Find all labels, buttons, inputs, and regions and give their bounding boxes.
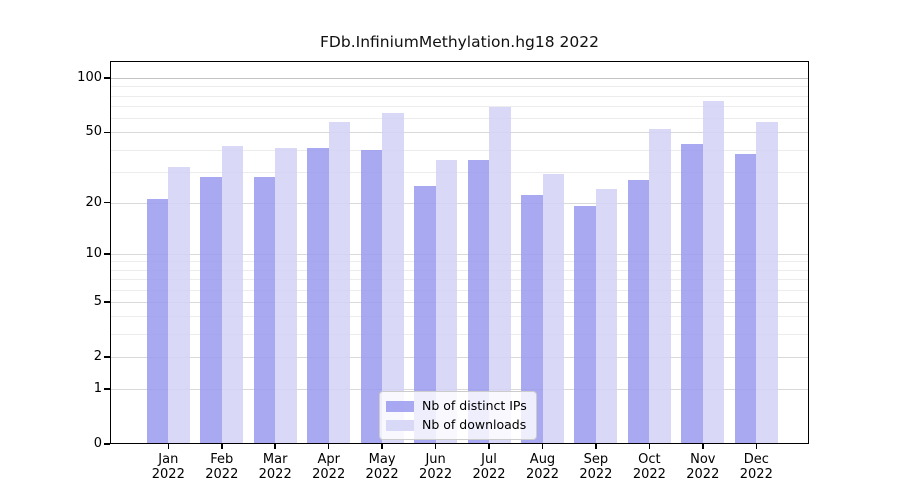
- y-tick-mark: [104, 131, 110, 133]
- major-gridline: [110, 253, 809, 255]
- x-tick-label: Mar 2022: [258, 452, 292, 482]
- y-tick-label: 1: [93, 381, 102, 396]
- minor-gridline: [110, 106, 809, 107]
- y-tick-label: 10: [85, 245, 102, 261]
- x-tick-mark: [702, 444, 704, 449]
- bar-distinct-ips-jul: [467, 159, 489, 444]
- minor-gridline: [110, 261, 809, 263]
- legend-label-distinct-ips: Nb of distinct IPs: [422, 398, 527, 413]
- x-tick-label: Jan 2022: [151, 452, 185, 482]
- x-tick-mark: [434, 444, 437, 449]
- bar-distinct-ips-jun: [414, 185, 436, 444]
- minor-gridline: [110, 289, 809, 291]
- bar-distinct-ips-dec: [734, 153, 757, 444]
- bar-downloads-feb: [221, 145, 244, 444]
- x-tick-label: Jul 2022: [472, 452, 506, 482]
- y-tick-label: 2: [93, 348, 102, 364]
- x-tick-label: Dec 2022: [739, 452, 773, 482]
- minor-gridline: [110, 118, 809, 119]
- major-gridline: [110, 132, 809, 134]
- y-tick-mark: [104, 77, 110, 79]
- bar-distinct-ips-jan: [146, 198, 169, 444]
- x-tick-mark: [274, 444, 276, 449]
- y-tick-mark: [104, 443, 110, 445]
- x-tick-label: Feb 2022: [205, 452, 239, 482]
- minor-gridline: [110, 149, 809, 151]
- minor-gridline: [110, 279, 809, 281]
- minor-gridline: [110, 269, 809, 271]
- minor-gridline: [110, 95, 809, 97]
- plot-area: 100 50 20 10 5 2 1 0 Jan 2022 Feb 2022 Mar 2022 Apr…: [77, 61, 809, 482]
- bar-downloads-may: [382, 113, 404, 444]
- bar-distinct-ips-sep: [574, 206, 596, 444]
- y-tick-label: 100: [77, 70, 102, 85]
- x-tick-mark: [381, 444, 383, 449]
- bar-downloads-aug: [542, 174, 564, 444]
- y-tick-mark: [104, 301, 110, 303]
- legend: Nb of distinct IPs Nb of downloads: [379, 391, 537, 440]
- x-tick-label: Nov 2022: [686, 452, 720, 482]
- bar-downloads-mar: [275, 147, 297, 444]
- legend-swatch-downloads: [386, 419, 414, 431]
- legend-label-downloads: Nb of downloads: [422, 417, 527, 432]
- minor-gridline: [110, 316, 809, 318]
- bar-downloads-apr: [328, 122, 351, 444]
- y-tick-label: 20: [85, 194, 102, 210]
- bar-distinct-ips-aug: [521, 195, 543, 444]
- bar-downloads-nov: [702, 100, 725, 444]
- major-gridline: [110, 202, 809, 204]
- x-tick-mark: [167, 444, 169, 449]
- y-tick-label: 5: [93, 293, 102, 309]
- x-tick-mark: [541, 444, 544, 449]
- minor-gridline: [110, 334, 809, 336]
- bar-downloads-jul: [489, 107, 511, 444]
- y-tick-mark: [104, 356, 110, 358]
- chart-title: FDb.InfiniumMethylation.hg18 2022: [320, 33, 599, 51]
- x-tick-label: Aug 2022: [525, 452, 560, 482]
- legend-item-downloads: Nb of downloads: [386, 418, 527, 432]
- bar-downloads-dec: [756, 122, 778, 444]
- bar-downloads-jan: [168, 166, 190, 444]
- major-gridline: [110, 389, 809, 390]
- y-tick-mark: [104, 388, 110, 390]
- x-tick-label: Oct 2022: [632, 452, 666, 482]
- bar-distinct-ips-oct: [627, 179, 650, 444]
- bar-distinct-ips-apr: [307, 147, 329, 444]
- minor-gridline: [110, 86, 809, 88]
- x-tick-label: Jun 2022: [419, 452, 453, 482]
- x-tick-mark: [327, 444, 330, 449]
- x-tick-label: May 2022: [365, 452, 399, 482]
- legend-item-distinct-ips: Nb of distinct IPs: [386, 399, 527, 413]
- bar-downloads-sep: [595, 188, 618, 444]
- y-tick-label: 50: [85, 124, 102, 140]
- y-tick-mark: [104, 253, 110, 255]
- major-gridline: [110, 301, 809, 303]
- x-tick-mark: [221, 444, 223, 449]
- x-tick-label: Apr 2022: [312, 452, 346, 482]
- major-gridline: [110, 356, 809, 358]
- y-tick-mark: [104, 201, 110, 204]
- legend-swatch-distinct-ips: [386, 400, 414, 412]
- x-tick-label: Sep 2022: [579, 452, 613, 482]
- bar-distinct-ips-nov: [681, 143, 703, 444]
- bar-distinct-ips-feb: [200, 177, 222, 444]
- y-tick-label: 0: [93, 436, 102, 451]
- bar-distinct-ips-may: [360, 149, 383, 444]
- minor-gridline: [110, 171, 809, 173]
- x-tick-mark: [595, 444, 597, 449]
- major-gridline: [110, 78, 809, 79]
- x-tick-mark: [755, 444, 757, 449]
- x-tick-mark: [648, 444, 651, 449]
- bar-downloads-oct: [649, 129, 671, 444]
- x-tick-mark: [488, 444, 490, 449]
- bar-downloads-jun: [435, 159, 458, 444]
- bar-distinct-ips-mar: [253, 177, 276, 444]
